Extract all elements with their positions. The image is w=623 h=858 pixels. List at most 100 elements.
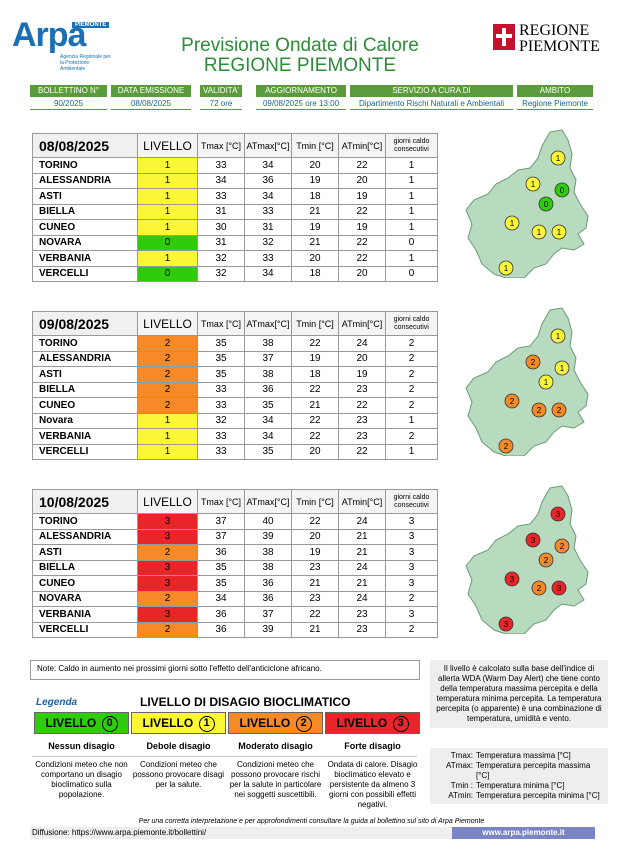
giorni-cell: 2 [385, 621, 438, 638]
map-marker-novara: 1 [554, 360, 570, 376]
map-marker-level: 2 [531, 358, 536, 367]
abbr-value: Temperatura massima [°C] [476, 751, 571, 760]
atmax-cell: 39 [244, 528, 292, 545]
atmin-cell: 20 [338, 350, 386, 367]
level-cell: 0 [137, 265, 198, 282]
map-marker-circle [551, 224, 567, 240]
map-marker-circle [525, 354, 541, 370]
atmax-cell: 37 [244, 606, 292, 623]
footer-diffusione-link[interactable]: Diffusione: https://www.arpa.piemonte.it… [32, 828, 207, 837]
map-marker-level: 1 [556, 154, 561, 163]
legend-title: LIVELLO DI DISAGIO BIOCLIMATICO [140, 695, 351, 709]
table-row: CUNEO 3 35 36 21 21 3 [32, 575, 438, 592]
header-tmin: Tmin [°C] [291, 489, 339, 514]
legend-level2-box: LIVELLO 2 [228, 712, 323, 734]
map-marker-alessandria: 1 [551, 224, 567, 240]
atmin-cell: 23 [338, 621, 386, 638]
atmax-cell: 36 [244, 590, 292, 607]
header-atmin: ATmin[°C] [338, 489, 386, 514]
level-cell: 3 [137, 606, 198, 623]
map-marker-level: 3 [557, 584, 562, 593]
atmax-cell: 39 [244, 621, 292, 638]
map-marker-asti: 2 [531, 580, 547, 596]
table-row: ALESSANDRIA 3 37 39 20 21 3 [32, 528, 438, 545]
atmax-cell: 34 [244, 265, 292, 282]
city-name: TORINO [32, 157, 138, 174]
tmax-cell: 34 [197, 172, 245, 189]
tmax-cell: 36 [197, 606, 245, 623]
city-name: CUNEO [32, 397, 138, 414]
piemonte-outline [465, 485, 589, 634]
table-row: VERBANIA 3 36 37 22 23 3 [32, 606, 438, 623]
atmin-cell: 22 [338, 203, 386, 220]
abbr-row: Tmin : Temperatura minima [°C] [436, 781, 602, 791]
abbr-value: Temperatura minima [°C] [476, 781, 565, 790]
map-marker-level: 2 [510, 397, 515, 406]
forecast-table-day1: 08/08/2025 LIVELLO Tmax [°C] ATmax[°C] Tmin … [32, 133, 438, 282]
level-cell: 3 [137, 559, 198, 576]
tmax-cell: 35 [197, 350, 245, 367]
city-name: ALESSANDRIA [32, 172, 138, 189]
map-marker-level: 1 [560, 364, 565, 373]
map-marker-asti: 2 [531, 402, 547, 418]
tmax-cell: 33 [197, 397, 245, 414]
ambito-value: Regione Piemonte [517, 98, 593, 110]
piemonte-map-day1: 1 1 1 1 1 0 1 0 [465, 129, 589, 278]
abbr-row: ATmax: Temperatura percepita massima [°C] [436, 761, 602, 781]
level-cell: 1 [137, 250, 198, 267]
aggiornamento-value: 09/08/2025 ore 13:00 [256, 98, 346, 110]
servizio-label: SERVIZIO A CURA DI [350, 85, 513, 97]
map-marker-circle [538, 374, 554, 390]
atmin-cell: 23 [338, 428, 386, 445]
giorni-cell: 2 [385, 590, 438, 607]
tmax-cell: 37 [197, 528, 245, 545]
header-livello: LIVELLO [137, 311, 198, 336]
legend-level1-number: 1 [198, 715, 215, 732]
map-marker-circle [538, 196, 554, 212]
map-marker-level: 1 [556, 332, 561, 341]
header-tmax: Tmax [°C] [197, 311, 245, 336]
table-row: VERCELLI 0 32 34 18 20 0 [32, 265, 438, 282]
tmin-cell: 22 [291, 381, 339, 398]
map-marker-vercelli: 1 [538, 374, 554, 390]
atmax-cell: 38 [244, 544, 292, 561]
map-marker-level: 1 [504, 264, 509, 273]
header-livello: LIVELLO [137, 133, 198, 158]
footer-website-link[interactable]: www.arpa.piemonte.it [452, 827, 595, 839]
tmax-cell: 31 [197, 234, 245, 251]
atmax-cell: 32 [244, 234, 292, 251]
map-marker-level: 2 [537, 584, 542, 593]
atmin-cell: 23 [338, 606, 386, 623]
atmin-cell: 23 [338, 412, 386, 429]
level-cell: 3 [137, 513, 198, 530]
city-name: VERBANIA [32, 250, 138, 267]
tmax-cell: 32 [197, 412, 245, 429]
abbr-key: Tmin : [450, 781, 473, 790]
legend-level0-number: 0 [101, 715, 118, 732]
map-marker-level: 1 [557, 228, 562, 237]
forecast-date: 09/08/2025 [32, 311, 138, 336]
atmax-cell: 36 [244, 172, 292, 189]
map-marker-circle [554, 360, 570, 376]
atmax-cell: 34 [244, 157, 292, 174]
giorni-cell: 3 [385, 575, 438, 592]
map-marker-biella: 1 [525, 176, 541, 192]
atmin-cell: 22 [338, 250, 386, 267]
tmax-cell: 35 [197, 366, 245, 383]
validita-value: 72 ore [200, 98, 242, 110]
giorni-cell: 1 [385, 250, 438, 267]
forecast-date: 08/08/2025 [32, 133, 138, 158]
map-marker-asti: 1 [531, 224, 547, 240]
map-marker-verbania: 1 [550, 328, 566, 344]
city-name: ASTI [32, 366, 138, 383]
legend-level2-name: Moderato disagio [238, 741, 313, 751]
side-abbreviations: Tmax: Temperatura massima [°C] ATmax: Temp… [430, 748, 608, 804]
map-marker-cuneo: 1 [498, 260, 514, 276]
giorni-cell: 1 [385, 219, 438, 236]
tmin-cell: 21 [291, 234, 339, 251]
header-tmax: Tmax [°C] [197, 133, 245, 158]
map-marker-circle [525, 532, 541, 548]
city-name: VERBANIA [32, 428, 138, 445]
regione-logo-line1: REGIONE [519, 22, 590, 39]
level-cell: 1 [137, 157, 198, 174]
